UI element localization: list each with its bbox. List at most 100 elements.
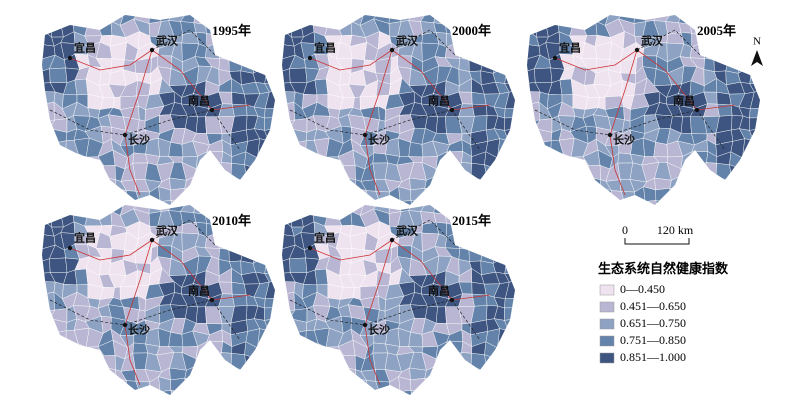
map-region xyxy=(574,161,590,178)
map-region xyxy=(527,137,535,159)
map-region xyxy=(594,215,613,222)
map-region xyxy=(763,178,780,191)
map-region xyxy=(317,174,332,193)
map-region xyxy=(42,388,56,395)
map-region xyxy=(195,167,212,177)
map-region xyxy=(193,205,207,215)
map-region xyxy=(713,186,733,205)
map-region xyxy=(518,189,535,204)
map-region xyxy=(39,400,54,417)
map-region xyxy=(144,389,162,395)
map-region xyxy=(468,186,488,205)
map-region xyxy=(484,354,498,372)
year-label: 2010年 xyxy=(212,213,251,228)
map-region xyxy=(85,382,101,395)
map-region xyxy=(97,187,116,205)
map-region xyxy=(72,205,90,213)
map-region xyxy=(447,364,461,384)
map-region xyxy=(506,352,515,372)
map-region xyxy=(228,186,248,205)
map-region xyxy=(264,107,275,119)
road-line xyxy=(151,29,216,56)
map-region xyxy=(504,307,515,321)
map-region xyxy=(582,201,600,205)
map-region xyxy=(316,387,327,395)
map-region xyxy=(445,205,462,215)
map-region xyxy=(562,161,577,179)
map-region xyxy=(518,118,535,131)
legend-swatch xyxy=(599,284,615,296)
map-region xyxy=(253,364,271,381)
map-region xyxy=(265,15,275,26)
map-region xyxy=(256,340,268,360)
legend-label: 0.651—0.750 xyxy=(620,316,686,330)
map-region xyxy=(264,340,275,354)
city-dot xyxy=(449,297,455,303)
map-region xyxy=(562,214,572,228)
map-region xyxy=(229,402,244,417)
map-region xyxy=(471,91,487,106)
map-region xyxy=(282,126,290,145)
map-region xyxy=(327,174,343,194)
map-region xyxy=(325,192,341,205)
map-region xyxy=(206,341,224,359)
map-region xyxy=(42,155,55,169)
map-region xyxy=(408,142,424,158)
map-region xyxy=(702,162,717,178)
map-region xyxy=(328,205,338,215)
year-label: 1995年 xyxy=(212,23,251,38)
map-region xyxy=(168,332,184,348)
map-region xyxy=(762,163,776,180)
city-dot xyxy=(122,132,128,138)
map-region xyxy=(504,150,515,164)
map-region xyxy=(692,187,707,202)
map-region xyxy=(527,167,540,176)
map-region xyxy=(446,151,464,169)
map-region xyxy=(763,118,780,131)
map-region xyxy=(264,318,275,331)
map-region xyxy=(518,368,535,381)
map-region xyxy=(533,155,553,168)
map-region xyxy=(263,380,275,395)
legend: 生态系统自然健康指数 0—0.450 0.451—0.650 0.651—0.750… xyxy=(598,261,729,364)
map-region xyxy=(293,353,308,369)
map-region xyxy=(725,197,745,205)
map-region xyxy=(291,205,302,215)
map-region xyxy=(317,351,332,369)
map-region xyxy=(457,352,472,368)
map-region xyxy=(277,341,294,358)
map-region xyxy=(282,101,296,123)
map-region xyxy=(484,376,495,395)
map-region xyxy=(516,318,534,334)
year-label: 2015年 xyxy=(452,213,491,228)
map-region xyxy=(300,376,318,395)
map-region xyxy=(435,357,452,367)
legend-swatch xyxy=(599,301,615,313)
map-region xyxy=(741,15,754,26)
map-region xyxy=(62,163,80,179)
map-region xyxy=(325,202,341,205)
map-region xyxy=(516,84,530,93)
map-region xyxy=(726,212,744,229)
map-region xyxy=(88,15,98,25)
map-region xyxy=(336,205,353,215)
map-region xyxy=(42,101,56,123)
map-region xyxy=(446,162,462,177)
map-region xyxy=(354,188,367,202)
map-region xyxy=(302,353,320,369)
map-region xyxy=(433,406,451,416)
map-region xyxy=(503,364,515,382)
map-region xyxy=(300,197,319,205)
map-region xyxy=(681,187,696,202)
map-region xyxy=(123,404,138,416)
map-region xyxy=(329,161,345,178)
map-region xyxy=(432,389,452,395)
map-region xyxy=(503,34,515,50)
map-region xyxy=(492,197,510,205)
map-region xyxy=(570,192,586,205)
scale-line xyxy=(624,238,690,245)
map-region xyxy=(282,388,296,395)
map-region xyxy=(505,22,515,38)
map-region xyxy=(300,367,319,382)
map-region xyxy=(278,368,295,381)
